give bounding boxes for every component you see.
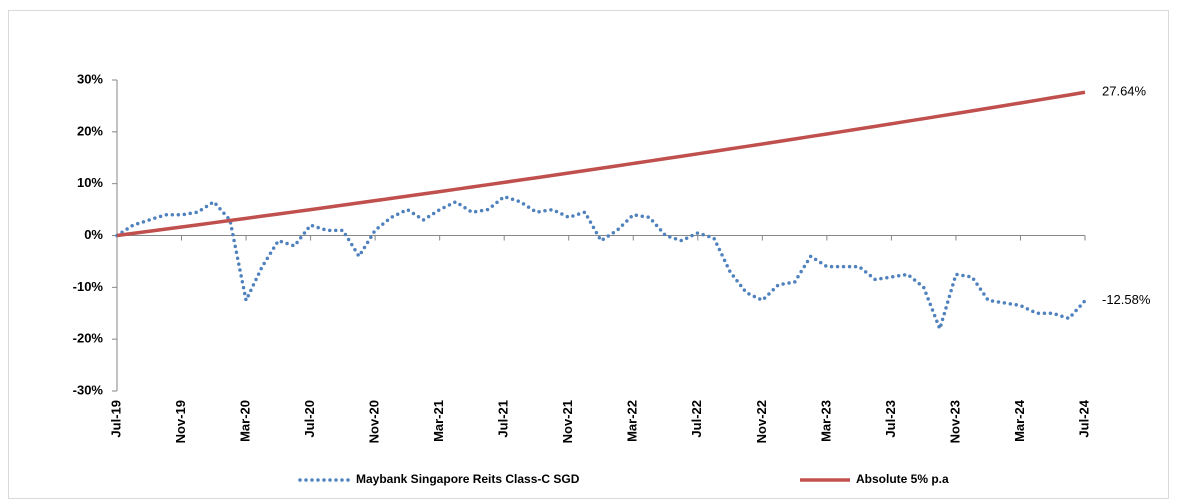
x-tick-label: Nov-20 xyxy=(367,400,382,443)
x-tick-label: Nov-19 xyxy=(173,400,188,443)
x-tick-label: Nov-21 xyxy=(560,400,575,443)
y-tick-label: 0% xyxy=(84,227,103,242)
data-label: -12.58% xyxy=(1102,292,1151,307)
series-line xyxy=(116,90,1086,238)
x-tick-label: Jul-21 xyxy=(496,400,511,438)
chart-frame xyxy=(8,10,1169,499)
x-tick-label: Mar-24 xyxy=(1012,399,1027,442)
y-tick-label: -10% xyxy=(73,279,104,294)
y-tick-label: -20% xyxy=(73,331,104,346)
y-tick-label: -30% xyxy=(73,382,104,397)
series-line xyxy=(115,194,1087,335)
x-tick-label: Mar-22 xyxy=(625,400,640,442)
legend-label: Absolute 5% p.a xyxy=(856,472,949,486)
x-tick-label: Mar-21 xyxy=(431,400,446,442)
y-tick-label: 10% xyxy=(77,175,103,190)
data-label: 27.64% xyxy=(1102,84,1147,99)
legend-label: Maybank Singapore Reits Class-C SGD xyxy=(356,472,580,486)
x-tick-label: Jul-20 xyxy=(302,400,317,438)
y-tick-label: 20% xyxy=(77,123,103,138)
x-tick-label: Mar-23 xyxy=(818,400,833,442)
x-tick-label: Nov-22 xyxy=(754,400,769,443)
x-tick-label: Nov-23 xyxy=(947,400,962,443)
y-tick-label: 30% xyxy=(77,71,103,86)
x-tick-label: Jul-23 xyxy=(883,400,898,438)
x-tick-label: Jul-24 xyxy=(1076,399,1091,437)
x-tick-label: Jul-19 xyxy=(108,400,123,438)
x-tick-label: Jul-22 xyxy=(689,400,704,438)
x-tick-label: Mar-20 xyxy=(238,400,253,442)
